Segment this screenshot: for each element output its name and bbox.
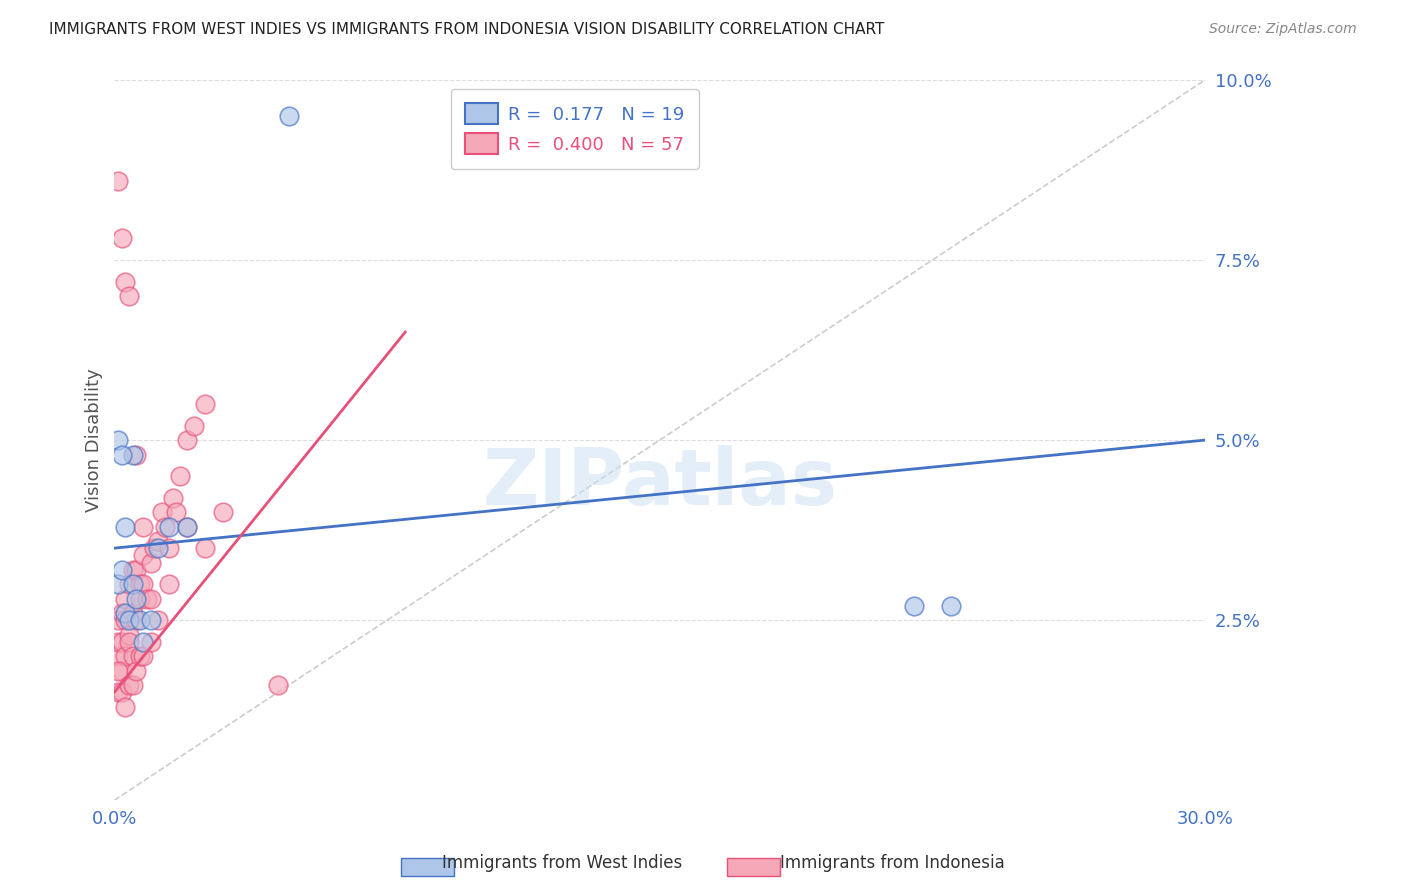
- Point: [121, 678, 143, 692]
- Point: [118, 634, 141, 648]
- Point: [267, 678, 290, 692]
- Point: [169, 469, 191, 483]
- Point: [176, 519, 198, 533]
- Text: Immigrants from Indonesia: Immigrants from Indonesia: [780, 855, 1005, 872]
- Point: [111, 448, 134, 462]
- Point: [194, 397, 217, 411]
- Point: [107, 664, 129, 678]
- Point: [125, 591, 148, 606]
- Point: [114, 591, 136, 606]
- Point: [139, 556, 162, 570]
- Point: [114, 613, 136, 627]
- Text: IMMIGRANTS FROM WEST INDIES VS IMMIGRANTS FROM INDONESIA VISION DISABILITY CORRE: IMMIGRANTS FROM WEST INDIES VS IMMIGRANT…: [49, 22, 884, 37]
- Point: [125, 448, 148, 462]
- Point: [118, 577, 141, 591]
- Point: [118, 678, 141, 692]
- Point: [111, 231, 134, 245]
- Point: [107, 613, 129, 627]
- Point: [114, 606, 136, 620]
- Point: [121, 563, 143, 577]
- Point: [157, 577, 180, 591]
- Y-axis label: Vision Disability: Vision Disability: [86, 368, 103, 512]
- Point: [118, 627, 141, 641]
- Point: [157, 519, 180, 533]
- Point: [107, 649, 129, 664]
- Point: [128, 591, 150, 606]
- Point: [114, 275, 136, 289]
- Point: [176, 519, 198, 533]
- Point: [277, 109, 299, 123]
- Point: [111, 606, 134, 620]
- Point: [107, 685, 129, 699]
- Point: [107, 577, 129, 591]
- Point: [111, 634, 134, 648]
- Point: [183, 418, 205, 433]
- Text: ZIPatlas: ZIPatlas: [482, 445, 837, 521]
- Point: [132, 519, 155, 533]
- Point: [128, 577, 150, 591]
- Point: [121, 577, 143, 591]
- Point: [146, 541, 169, 556]
- Point: [212, 505, 235, 519]
- Point: [155, 519, 177, 533]
- Text: Immigrants from West Indies: Immigrants from West Indies: [443, 855, 682, 872]
- Point: [114, 699, 136, 714]
- Point: [143, 541, 166, 556]
- Point: [121, 448, 143, 462]
- Point: [132, 634, 155, 648]
- Point: [132, 577, 155, 591]
- Point: [132, 549, 155, 563]
- Point: [165, 505, 187, 519]
- Point: [128, 613, 150, 627]
- Point: [146, 533, 169, 548]
- Text: Source: ZipAtlas.com: Source: ZipAtlas.com: [1209, 22, 1357, 37]
- Point: [139, 613, 162, 627]
- Point: [107, 634, 129, 648]
- Point: [939, 599, 962, 613]
- Point: [157, 541, 180, 556]
- Point: [176, 433, 198, 447]
- Point: [128, 649, 150, 664]
- Point: [194, 541, 217, 556]
- Point: [114, 519, 136, 533]
- Point: [139, 634, 162, 648]
- Point: [111, 685, 134, 699]
- Point: [114, 649, 136, 664]
- Point: [150, 505, 173, 519]
- Point: [118, 289, 141, 303]
- Point: [111, 563, 134, 577]
- Point: [146, 613, 169, 627]
- Point: [139, 591, 162, 606]
- Point: [125, 664, 148, 678]
- Point: [162, 491, 184, 505]
- Point: [111, 664, 134, 678]
- Point: [903, 599, 925, 613]
- Point: [121, 606, 143, 620]
- Point: [132, 649, 155, 664]
- Point: [118, 613, 141, 627]
- Point: [107, 174, 129, 188]
- Point: [136, 591, 159, 606]
- Point: [125, 563, 148, 577]
- Point: [125, 613, 148, 627]
- Point: [121, 649, 143, 664]
- Legend: R =  0.177   N = 19, R =  0.400   N = 57: R = 0.177 N = 19, R = 0.400 N = 57: [450, 89, 699, 169]
- Point: [107, 433, 129, 447]
